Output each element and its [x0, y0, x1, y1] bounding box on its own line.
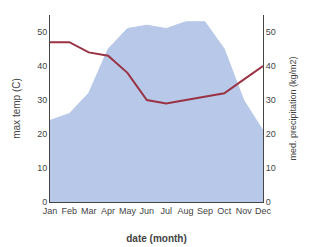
svg-text:20: 20	[37, 129, 47, 139]
svg-text:Jan: Jan	[43, 206, 58, 216]
svg-text:May: May	[119, 206, 137, 216]
svg-text:Dec: Dec	[255, 206, 272, 216]
svg-text:med. precipitation (kg/m2): med. precipitation (kg/m2)	[288, 56, 298, 160]
svg-text:Mar: Mar	[81, 206, 97, 216]
svg-text:10: 10	[266, 163, 276, 173]
svg-text:40: 40	[37, 61, 47, 71]
svg-text:0: 0	[266, 197, 271, 207]
svg-text:Jul: Jul	[160, 206, 172, 216]
svg-text:Apr: Apr	[101, 206, 115, 216]
svg-text:Jun: Jun	[140, 206, 155, 216]
svg-text:10: 10	[37, 163, 47, 173]
svg-text:Feb: Feb	[62, 206, 78, 216]
svg-text:50: 50	[37, 27, 47, 37]
svg-text:50: 50	[266, 27, 276, 37]
svg-text:Sep: Sep	[197, 206, 213, 216]
svg-text:40: 40	[266, 61, 276, 71]
svg-text:0: 0	[42, 197, 47, 207]
svg-text:Nov: Nov	[236, 206, 253, 216]
svg-text:date (month): date (month)	[126, 233, 187, 244]
svg-text:max temp (C): max temp (C)	[11, 78, 22, 139]
svg-text:30: 30	[266, 95, 276, 105]
svg-text:Oct: Oct	[217, 206, 232, 216]
svg-text:30: 30	[37, 95, 47, 105]
svg-text:20: 20	[266, 129, 276, 139]
svg-text:Aug: Aug	[178, 206, 194, 216]
